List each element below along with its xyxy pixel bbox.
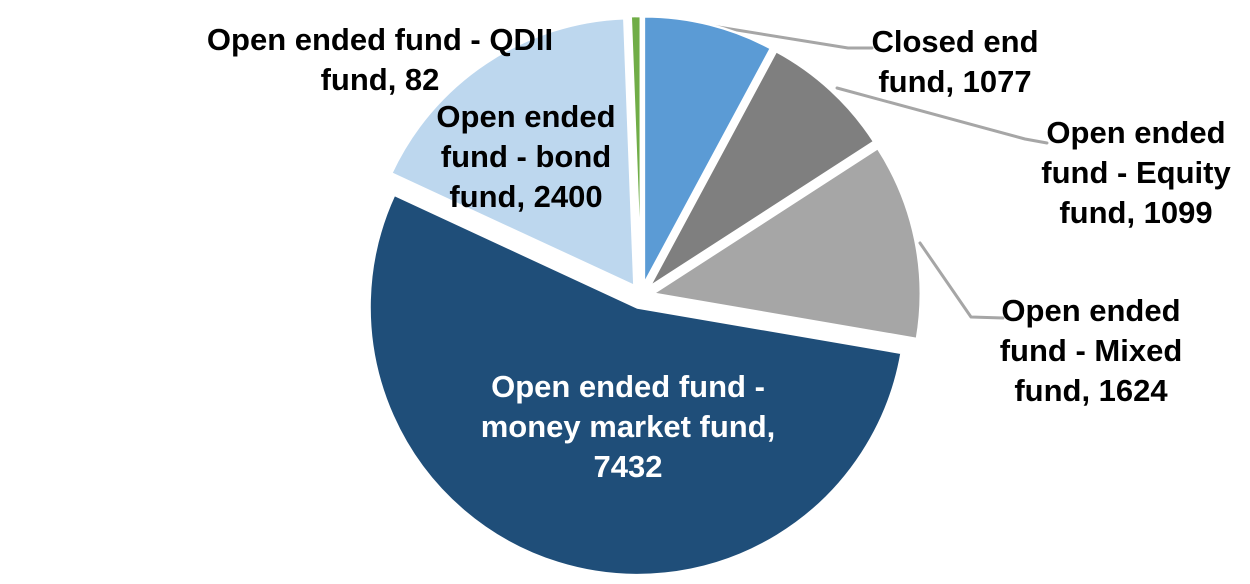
pie-slice-open-ended-fund-bond-fund	[389, 16, 636, 288]
data-label-line: Open ended fund -	[491, 369, 765, 404]
data-label-open-ended-fund-equity-fund: Open ended fund - Equity fund, 1099	[1041, 115, 1231, 230]
data-label-line: fund - Equity	[1041, 155, 1231, 190]
data-label-line: fund, 1099	[1059, 195, 1212, 230]
data-label-line: Open ended	[436, 99, 615, 134]
data-label-line: Open ended	[1046, 115, 1225, 150]
data-label-open-ended-fund-mixed-fund: Open ended fund - Mixed fund, 1624	[1000, 293, 1183, 408]
data-label-line: money market fund,	[481, 409, 776, 444]
leader-lines-layer	[710, 24, 1049, 320]
pie-slice-open-ended-fund-equity-fund	[647, 49, 876, 289]
data-label-line: fund - bond	[441, 139, 611, 174]
data-label-line: Closed end	[871, 24, 1038, 59]
data-label-line: 7432	[594, 449, 663, 484]
data-label-open-ended-fund-money-market-fund: Open ended fund - money market fund, 7432	[481, 369, 776, 484]
data-label-line: Open ended	[1001, 293, 1180, 328]
leader-line-closed-end-fund	[710, 24, 874, 50]
data-label-line: Open ended fund - QDII	[207, 22, 553, 57]
data-label-line: fund - Mixed	[1000, 333, 1183, 368]
pie-slice-open-ended-fund-money-market-fund	[368, 193, 903, 577]
pie-slices-layer	[368, 14, 922, 577]
leader-line-open-ended-fund-equity-fund	[835, 86, 1049, 145]
data-label-open-ended-fund-bond-fund: Open ended fund - bond fund, 2400	[436, 99, 615, 214]
data-labels-layer: Closed end fund, 1077 Open ended fund - Equ…	[207, 22, 1232, 484]
pie-slice-open-ended-fund-mixed-fund	[651, 146, 922, 341]
leader-line-open-ended-fund-mixed-fund	[918, 241, 1005, 320]
data-label-line: fund, 2400	[449, 179, 602, 214]
data-label-line: fund, 1077	[878, 64, 1031, 99]
data-label-line: fund, 1624	[1014, 373, 1168, 408]
data-label-open-ended-fund-qdii-fund: Open ended fund - QDII fund, 82	[207, 22, 553, 97]
data-label-closed-end-fund: Closed end fund, 1077	[871, 24, 1038, 99]
pie-slice-open-ended-fund-qdii-fund	[629, 14, 643, 286]
data-label-line: fund, 82	[321, 62, 440, 97]
pie-slice-closed-end-fund	[642, 15, 773, 286]
